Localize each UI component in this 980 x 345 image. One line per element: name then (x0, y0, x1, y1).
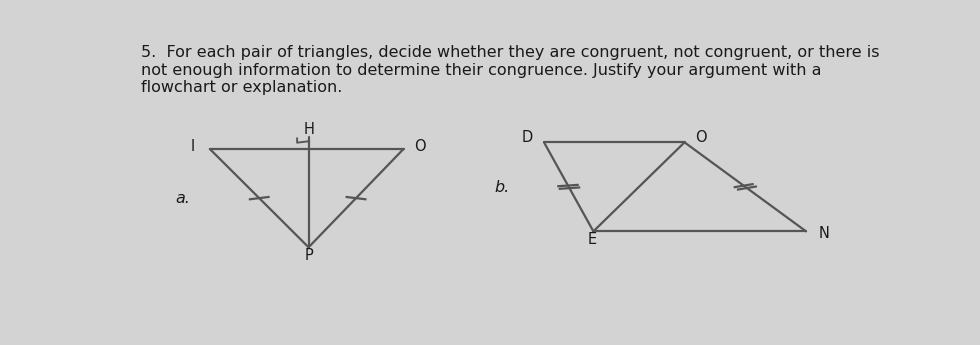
Text: P: P (305, 248, 314, 263)
Text: O: O (696, 130, 707, 145)
Text: a.: a. (175, 191, 190, 207)
Text: N: N (819, 227, 830, 242)
Text: b.: b. (495, 179, 510, 195)
Text: E: E (587, 232, 597, 247)
Text: H: H (304, 121, 315, 137)
Text: O: O (415, 139, 426, 154)
Text: D: D (521, 130, 533, 145)
Text: I: I (191, 139, 195, 154)
Text: 5.  For each pair of triangles, decide whether they are congruent, not congruent: 5. For each pair of triangles, decide wh… (141, 46, 880, 95)
